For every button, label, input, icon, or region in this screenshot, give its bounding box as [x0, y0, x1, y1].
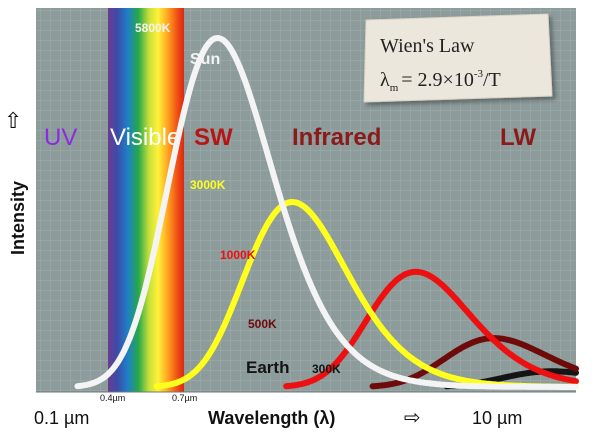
region-label-uv: UV — [44, 124, 77, 151]
x-axis-label: Wavelength (λ) — [208, 408, 335, 428]
band-tick-end: 0.7µm — [172, 393, 197, 403]
x-axis-arrow: ⇨ — [404, 407, 421, 429]
series-label-3000k: 3000K — [190, 178, 226, 192]
y-axis-arrow: ⇧ — [4, 108, 22, 133]
earth-temp-label: 300K — [312, 362, 341, 376]
note-formula: λm = 2.9×10-3/T — [380, 68, 501, 94]
sun-label: Sun — [190, 51, 220, 68]
region-label-infrared: Infrared — [292, 124, 381, 151]
visible-band — [108, 8, 184, 392]
curve-5800k — [74, 35, 579, 390]
x-tick-start: 0.1 µm — [34, 408, 89, 428]
series-label-500k: 500K — [248, 317, 277, 331]
x-tick-end: 10 µm — [472, 408, 522, 428]
region-label-visible: Visible — [110, 124, 180, 151]
band-tick-start: 0.4µm — [100, 393, 125, 403]
note-title: Wien's Law — [380, 35, 475, 57]
y-axis-label: Intensity — [8, 181, 28, 255]
series-label-1000k: 1000K — [220, 248, 256, 262]
region-label-lw: LW — [500, 124, 536, 151]
curve-1000k — [283, 268, 579, 390]
series-label-5800k: 5800K — [135, 21, 171, 35]
wien-law-note — [363, 13, 553, 103]
region-label-sw: SW — [194, 124, 233, 151]
earth-label: Earth — [246, 358, 289, 377]
